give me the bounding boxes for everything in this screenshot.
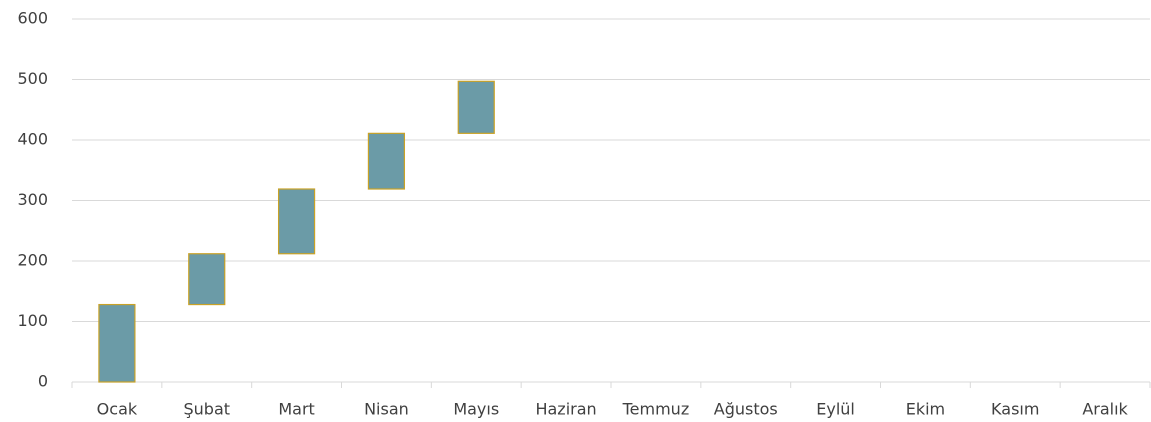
x-tick-label: Kasım: [991, 400, 1039, 419]
y-tick-label: 300: [17, 190, 48, 209]
bar: [367, 132, 406, 190]
x-tick-label: Mart: [278, 400, 314, 419]
x-tick-label: Şubat: [183, 400, 230, 419]
x-tick-label: Nisan: [364, 400, 409, 419]
y-tick-label: 400: [17, 130, 48, 149]
y-tick-label: 200: [17, 251, 48, 270]
y-tick-label: 600: [17, 9, 48, 28]
y-tick-label: 100: [17, 311, 48, 330]
x-tick-label: Ekim: [906, 400, 945, 419]
x-tick-label: Mayıs: [453, 400, 499, 419]
x-tick-label: Aralık: [1082, 400, 1128, 419]
bar: [277, 188, 316, 255]
bar: [188, 253, 226, 306]
bar: [98, 303, 136, 383]
x-tick-label: Ağustos: [714, 400, 778, 419]
bar: [457, 80, 495, 134]
x-tick-label: Ocak: [97, 400, 138, 419]
x-tick-label: Temmuz: [622, 400, 690, 419]
x-tick-label: Haziran: [535, 400, 596, 419]
y-tick-label: 500: [17, 69, 48, 88]
y-tick-label: 0: [38, 372, 48, 391]
x-tick-label: Eylül: [816, 400, 855, 419]
